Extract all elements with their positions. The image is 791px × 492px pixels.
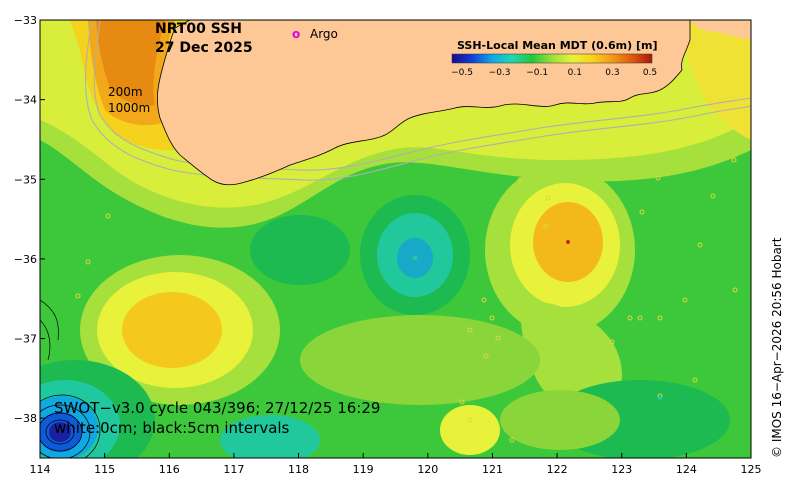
- x-tick-label: 121: [482, 463, 503, 476]
- field-122-south: [500, 390, 620, 450]
- y-tick-label: −34: [14, 94, 37, 107]
- colorbar-ticks: −0.5 −0.3 −0.1 0.1 0.3 0.5: [451, 68, 657, 78]
- field-east-yellow: [680, 20, 751, 140]
- colorbar-tick-label: −0.5: [451, 68, 473, 78]
- eddy-116-core: [122, 292, 222, 368]
- y-axis: −33 −34 −35 −36 −37 −38: [14, 14, 45, 425]
- eddy-sw-center: [49, 422, 71, 442]
- argo-legend-label: Argo: [310, 27, 338, 41]
- colorbar-tick-label: −0.1: [526, 68, 548, 78]
- x-tick-label: 120: [417, 463, 438, 476]
- map-plot-area[interactable]: [0, 20, 751, 480]
- colorbar-tick-label: 0.3: [605, 68, 619, 78]
- x-tick-label: 115: [94, 463, 115, 476]
- eddy-122-center-mark: [566, 240, 570, 244]
- argo-symbol-icon: o: [292, 27, 300, 41]
- colorbar-gradient: [451, 53, 653, 64]
- x-tick-label: 114: [30, 463, 51, 476]
- imos-credit: © IMOS 16−Apr−2026 20:56 Hobart: [770, 237, 784, 458]
- x-axis: 114 115 116 117 118 119 120 121 122 123 124 125: [30, 453, 762, 476]
- x-tick-label: 124: [676, 463, 697, 476]
- land-east-corner: [690, 20, 751, 40]
- contour-label-1000m: 1000m: [108, 101, 150, 115]
- x-tick-label: 117: [223, 463, 244, 476]
- warm-patch-120: [440, 405, 500, 455]
- x-tick-label: 118: [288, 463, 309, 476]
- y-tick-label: −38: [14, 412, 37, 425]
- colorbar-title: SSH-Local Mean MDT (0.6m) [m]: [457, 39, 657, 52]
- cool-patch-118: [250, 215, 350, 285]
- y-tick-label: −33: [14, 14, 37, 27]
- colorbar: SSH-Local Mean MDT (0.6m) [m] −0.5 −0.3 −0…: [451, 39, 657, 78]
- title-product: NRT00 SSH: [155, 21, 242, 37]
- x-tick-label: 122: [547, 463, 568, 476]
- observation-points: [75, 157, 738, 443]
- colorbar-tick-label: −0.3: [489, 68, 511, 78]
- colorbar-tick-label: 0.5: [643, 68, 657, 78]
- title-date: 27 Dec 2025: [155, 40, 253, 56]
- y-tick-label: −35: [14, 173, 37, 186]
- y-tick-label: −37: [14, 333, 37, 346]
- y-tick-label: −36: [14, 253, 37, 266]
- observation-points-cyan: [412, 255, 662, 400]
- swot-info-line1: SWOT−v3.0 cycle 043/396; 27/12/25 16:29: [54, 399, 380, 417]
- x-tick-label: 119: [353, 463, 374, 476]
- field-central-ridge: [300, 315, 540, 405]
- bathymetry-contours: [85, 20, 751, 181]
- colorbar-tick-label: 0.1: [568, 68, 582, 78]
- shelf-west-dark-orange: [88, 20, 165, 106]
- swot-black-contours: [40, 299, 101, 458]
- swot-info-line2: white:0cm; black:5cm intervals: [54, 419, 290, 437]
- x-tick-label: 123: [611, 463, 632, 476]
- x-tick-label: 125: [741, 463, 762, 476]
- x-tick-label: 116: [159, 463, 180, 476]
- tongue-122-south: [520, 300, 622, 413]
- cool-patch-117-south: [220, 415, 320, 458]
- contour-label-200m: 200m: [108, 85, 143, 99]
- plot-frame: [39, 19, 752, 459]
